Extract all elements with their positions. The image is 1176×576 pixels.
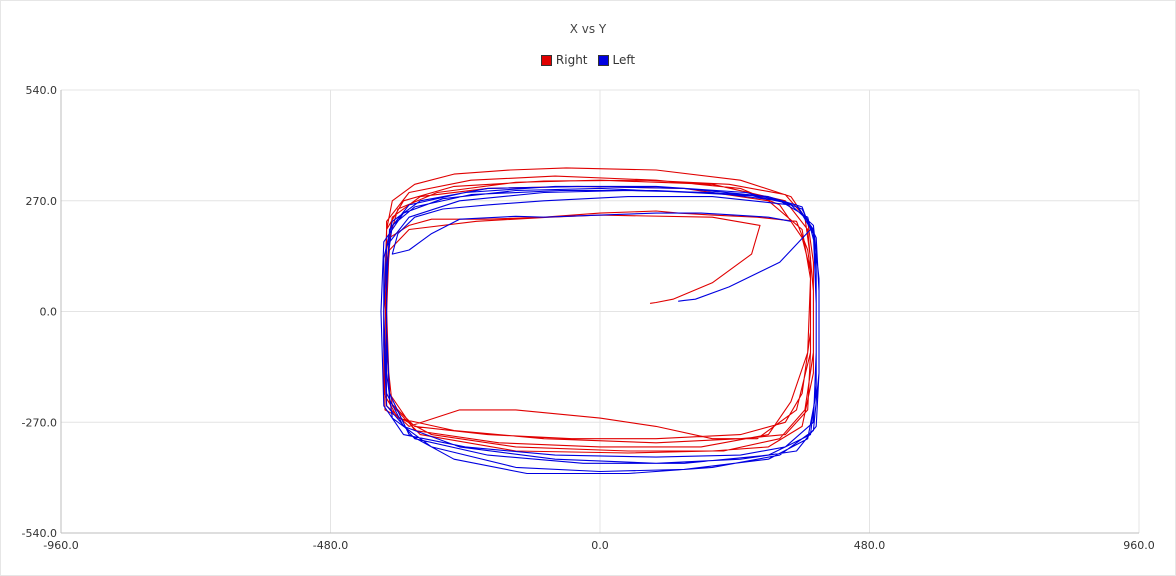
x-tick-label: -960.0 [43, 539, 78, 552]
series-line-left [380, 185, 820, 475]
x-tick-label: 480.0 [854, 539, 886, 552]
y-tick-label: 0.0 [40, 306, 58, 319]
series-line-right [383, 167, 814, 454]
y-tick-label: 270.0 [26, 195, 58, 208]
legend-label-left: Left [612, 53, 636, 67]
x-tick-label: -480.0 [313, 539, 348, 552]
legend-item-right[interactable]: Right [540, 53, 588, 67]
legend-item-left[interactable]: Left [597, 53, 636, 67]
chart-title: X vs Y [569, 22, 607, 36]
chart-legend: Right Left [0, 53, 1176, 67]
y-tick-label: 540.0 [26, 84, 58, 97]
y-tick-label: -270.0 [22, 416, 57, 429]
legend-swatch-right [540, 54, 552, 66]
x-tick-label: 960.0 [1123, 539, 1155, 552]
legend-label-right: Right [555, 53, 588, 67]
y-tick-label: -540.0 [22, 527, 57, 540]
x-tick-label: 0.0 [591, 539, 609, 552]
legend-swatch-left [597, 54, 609, 66]
